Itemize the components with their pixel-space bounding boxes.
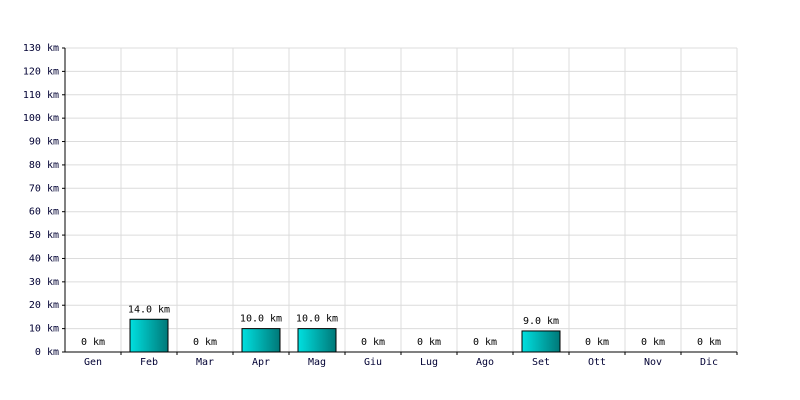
value-label: 10.0 km — [296, 314, 338, 325]
value-label: 10.0 km — [240, 314, 282, 325]
y-tick-label: 80 km — [29, 160, 59, 171]
x-tick-label: Gen — [84, 357, 102, 368]
x-tick-label: Mag — [308, 357, 326, 368]
y-tick-label: 50 km — [29, 230, 59, 241]
value-label: 0 km — [417, 337, 441, 348]
value-label: 0 km — [641, 337, 665, 348]
y-tick-label: 120 km — [23, 66, 59, 77]
y-tick-label: 40 km — [29, 253, 59, 264]
x-tick-label: Lug — [420, 357, 438, 368]
bar — [521, 330, 561, 353]
x-tick-label: Set — [532, 357, 550, 368]
x-tick-label: Dic — [700, 357, 718, 368]
y-tick-label: 110 km — [23, 90, 59, 101]
y-tick-label: 30 km — [29, 277, 59, 288]
y-tick-label: 70 km — [29, 183, 59, 194]
bar — [129, 318, 169, 353]
value-label: 0 km — [81, 337, 105, 348]
bar — [241, 328, 281, 353]
value-label: 14.0 km — [128, 304, 170, 315]
value-label: 0 km — [585, 337, 609, 348]
y-tick-label: 20 km — [29, 300, 59, 311]
y-tick-label: 60 km — [29, 207, 59, 218]
value-label: 0 km — [193, 337, 217, 348]
value-label: 0 km — [473, 337, 497, 348]
x-tick-label: Nov — [644, 357, 662, 368]
y-tick-label: 10 km — [29, 324, 59, 335]
value-label: 9.0 km — [523, 316, 559, 327]
x-tick-label: Ago — [476, 357, 494, 368]
y-tick-label: 0 km — [35, 347, 59, 358]
y-tick-label: 130 km — [23, 43, 59, 54]
x-tick-label: Giu — [364, 357, 382, 368]
value-label: 0 km — [361, 337, 385, 348]
x-tick-label: Ott — [588, 357, 606, 368]
bar — [297, 328, 337, 353]
x-tick-label: Apr — [252, 357, 270, 368]
x-tick-label: Feb — [140, 357, 158, 368]
y-tick-label: 90 km — [29, 137, 59, 148]
value-label: 0 km — [697, 337, 721, 348]
x-tick-label: Mar — [196, 357, 214, 368]
y-tick-label: 100 km — [23, 113, 59, 124]
